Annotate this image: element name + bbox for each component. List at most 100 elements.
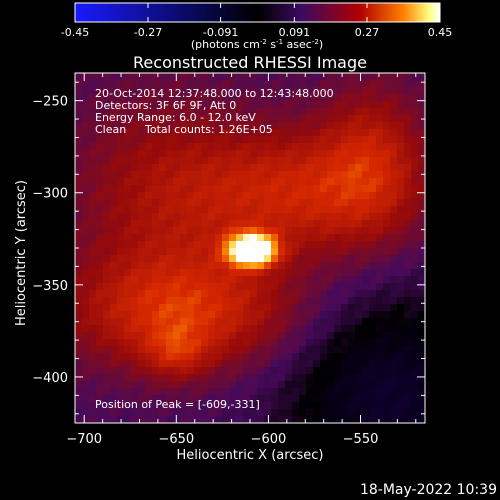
heatmap-cell [278, 339, 286, 347]
heatmap-cell [166, 283, 174, 291]
heatmap-cell [271, 136, 279, 144]
heatmap-cell [383, 143, 391, 151]
heatmap-cell [362, 290, 370, 298]
heatmap-cell [89, 94, 97, 102]
heatmap-cell [278, 283, 286, 291]
heatmap-cell [110, 192, 118, 200]
heatmap-cell [397, 353, 405, 361]
heatmap-cell [327, 374, 335, 382]
heatmap-cell [362, 381, 370, 389]
heatmap-cell [145, 416, 153, 423]
heatmap-cell [250, 122, 258, 130]
heatmap-cell [173, 269, 181, 277]
heatmap-cell [397, 171, 405, 179]
heatmap-cell [89, 157, 97, 165]
heatmap-cell [243, 94, 251, 102]
heatmap-cell [166, 234, 174, 242]
heatmap-cell [75, 73, 83, 81]
heatmap-cell [348, 234, 356, 242]
heatmap-cell [194, 101, 202, 109]
heatmap-cell [355, 129, 363, 137]
heatmap-cell [390, 395, 398, 403]
heatmap-cell [236, 213, 244, 221]
heatmap-cell [292, 178, 300, 186]
heatmap-cell [180, 164, 188, 172]
heatmap-cell [103, 227, 111, 235]
heatmap-cell [306, 381, 314, 389]
heatmap-cell [355, 276, 363, 284]
heatmap-cell [320, 129, 328, 137]
heatmap-cell [222, 241, 230, 249]
heatmap-cell [194, 227, 202, 235]
heatmap-cell [236, 185, 244, 193]
heatmap-cell [152, 115, 160, 123]
heatmap-cell [152, 402, 160, 410]
heatmap-cell [201, 297, 209, 305]
heatmap-cell [341, 311, 349, 319]
heatmap-cell [96, 304, 104, 312]
heatmap-cell [285, 276, 293, 284]
heatmap-cell [306, 220, 314, 228]
heatmap-cell [194, 192, 202, 200]
heatmap-cell [131, 80, 139, 88]
heatmap-cell [257, 304, 265, 312]
heatmap-cell [418, 241, 425, 249]
heatmap-cell [222, 332, 230, 340]
heatmap-cell [390, 353, 398, 361]
heatmap-cell [236, 374, 244, 382]
heatmap-cell [271, 122, 279, 130]
heatmap-cell [117, 206, 125, 214]
heatmap-cell [299, 157, 307, 165]
heatmap-cell [236, 381, 244, 389]
heatmap-cell [236, 269, 244, 277]
heatmap-cell [124, 388, 132, 396]
heatmap-cell [138, 227, 146, 235]
heatmap-cell [411, 122, 419, 130]
heatmap-cell [292, 101, 300, 109]
heatmap-cell [418, 255, 425, 263]
heatmap-cell [208, 325, 216, 333]
heatmap-cell [187, 213, 195, 221]
heatmap-cell [173, 80, 181, 88]
heatmap-cell [166, 325, 174, 333]
heatmap-cell [257, 402, 265, 410]
heatmap-cell [96, 409, 104, 417]
heatmap-cell [348, 171, 356, 179]
heatmap-cell [145, 108, 153, 116]
heatmap-cell [383, 129, 391, 137]
heatmap-cell [278, 346, 286, 354]
heatmap-cell [89, 227, 97, 235]
heatmap-cell [166, 269, 174, 277]
heatmap-cell [397, 87, 405, 95]
heatmap-cell [355, 185, 363, 193]
heatmap-cell [96, 136, 104, 144]
heatmap-cell [334, 136, 342, 144]
heatmap-cell [306, 255, 314, 263]
heatmap-cell [418, 325, 425, 333]
heatmap-cell [131, 297, 139, 305]
heatmap-cell [369, 346, 377, 354]
heatmap-cell [173, 346, 181, 354]
heatmap-cell [236, 227, 244, 235]
heatmap-cell [243, 290, 251, 298]
heatmap-cell [299, 409, 307, 417]
heatmap-cell [187, 339, 195, 347]
heatmap-cell [173, 157, 181, 165]
heatmap-cell [271, 395, 279, 403]
heatmap-cell [341, 94, 349, 102]
heatmap-cell [306, 360, 314, 368]
heatmap-cell [243, 409, 251, 417]
heatmap-cell [187, 360, 195, 368]
heatmap-cell [208, 199, 216, 207]
heatmap-cell [411, 115, 419, 123]
heatmap-cell [201, 178, 209, 186]
heatmap-cell [138, 94, 146, 102]
heatmap-cell [166, 143, 174, 151]
heatmap-cell [271, 290, 279, 298]
heatmap-cell [229, 122, 237, 130]
heatmap-cell [117, 409, 125, 417]
heatmap-cell [117, 108, 125, 116]
heatmap-cell [215, 220, 223, 228]
heatmap-cell [229, 262, 237, 270]
heatmap-cell [117, 395, 125, 403]
